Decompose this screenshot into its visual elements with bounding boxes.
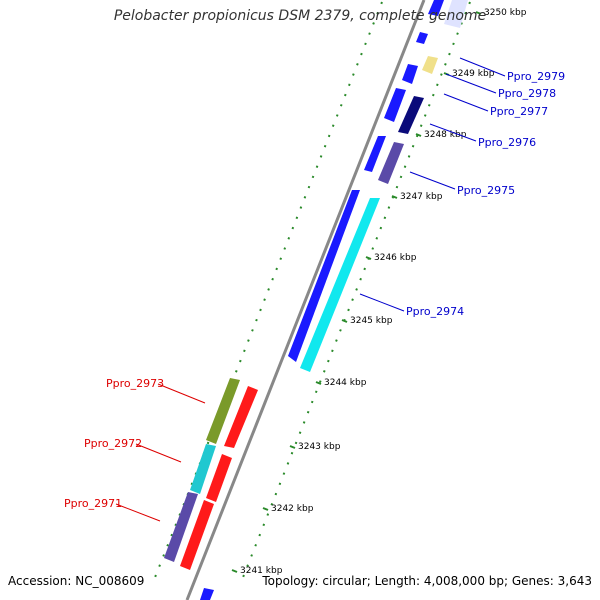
scale-tick-mark — [365, 256, 372, 260]
label-ppro-2974[interactable]: Ppro_2974 — [406, 305, 464, 318]
forward-labels: Ppro_2979 Ppro_2978 Ppro_2977 Ppro_2976 … — [359, 57, 565, 318]
scale-tick-mark — [231, 569, 238, 573]
scale-tick-mark — [315, 381, 322, 385]
label-ppro-2975[interactable]: Ppro_2975 — [457, 184, 515, 197]
map-title: Pelobacter propionicus DSM 2379, complet… — [113, 8, 487, 24]
forward-features — [288, 0, 468, 372]
feature-ppro-2976-b[interactable] — [398, 96, 424, 134]
feature-ppro-2971-a[interactable] — [164, 492, 198, 562]
scale-tick-label: 3249 kbp — [452, 69, 495, 79]
label-ppro-2973[interactable]: Ppro_2973 — [106, 377, 164, 390]
feature-ppro-2972-b[interactable] — [206, 454, 232, 502]
scale-tick-mark — [475, 11, 482, 15]
scale-tick-label: 3241 kbp — [240, 566, 283, 576]
feature-ppro-2979[interactable] — [416, 32, 428, 44]
label-ppro-2978[interactable]: Ppro_2978 — [498, 87, 556, 100]
feature-ppro-2972-a[interactable] — [190, 444, 216, 494]
label-ppro-2976[interactable]: Ppro_2976 — [478, 136, 536, 149]
tick-group: 3241 kbp 3242 kbp 3243 kbp 3244 kbp 3245 kbp… — [231, 8, 527, 576]
topology-summary: Topology: circular; Length: 4,008,000 bp… — [262, 574, 592, 588]
scale-tick-mark — [391, 195, 398, 199]
label-ppro-2972[interactable]: Ppro_2972 — [84, 437, 142, 450]
scale-tick-label: 3250 kbp — [484, 8, 527, 18]
feature-ppro-2978[interactable] — [422, 56, 438, 74]
feature-ppro-2975-b[interactable] — [378, 142, 404, 184]
scale-tick-label: 3246 kbp — [374, 253, 417, 263]
label-ppro-2979[interactable]: Ppro_2979 — [507, 70, 565, 83]
scale-tick-mark — [262, 507, 269, 511]
scale-tick-mark — [415, 133, 422, 137]
scale-line-outer-right — [239, 1, 471, 586]
label-ppro-2977[interactable]: Ppro_2977 — [490, 105, 548, 118]
feature-ppro-2977[interactable] — [402, 64, 418, 84]
scale-tick-mark — [341, 319, 348, 323]
feature-ppro-2975-a[interactable] — [364, 136, 386, 172]
scale-tick-label: 3245 kbp — [350, 316, 393, 326]
scale-tick-label: 3244 kbp — [324, 378, 367, 388]
feature-ppro-2971-b[interactable] — [180, 500, 214, 570]
feature-top-a[interactable] — [428, 0, 444, 16]
scale-tick-label: 3242 kbp — [271, 504, 314, 514]
scale-tick-label: 3248 kbp — [424, 130, 467, 140]
feature-ppro-2973-b[interactable] — [224, 386, 258, 448]
scale-tick-mark — [289, 445, 296, 449]
feature-ppro-2973-a[interactable] — [206, 378, 240, 444]
accession-text: Accession: NC_008609 — [8, 574, 145, 588]
feature-ppro-2974-b[interactable] — [300, 198, 380, 372]
feature-top-b[interactable] — [444, 0, 468, 28]
scale-tick-label: 3243 kbp — [298, 442, 341, 452]
feature-bottom[interactable] — [200, 588, 214, 600]
scale-tick-label: 3247 kbp — [400, 192, 443, 202]
genome-backbone — [185, 0, 426, 600]
reverse-labels: Ppro_2973 Ppro_2972 Ppro_2971 — [64, 377, 206, 522]
reverse-features — [164, 378, 258, 600]
feature-ppro-2976-a[interactable] — [384, 88, 406, 122]
label-ppro-2971[interactable]: Ppro_2971 — [64, 497, 122, 510]
feature-ppro-2974-a[interactable] — [288, 190, 360, 362]
